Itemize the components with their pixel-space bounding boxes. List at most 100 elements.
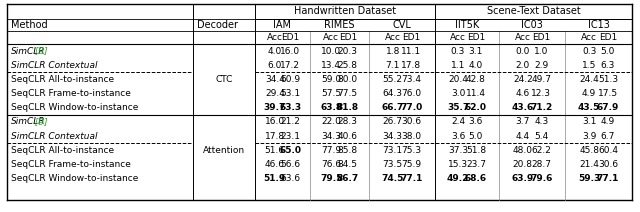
- Text: 77.1: 77.1: [400, 174, 422, 183]
- Text: 86.7: 86.7: [337, 174, 359, 183]
- Text: 0.0: 0.0: [516, 47, 530, 56]
- Text: 49.2: 49.2: [447, 174, 469, 183]
- Text: 74.5: 74.5: [381, 174, 404, 183]
- Text: Acc: Acc: [450, 33, 466, 42]
- Text: 11.1: 11.1: [401, 47, 421, 56]
- Text: 4.6: 4.6: [516, 89, 530, 98]
- Text: ED1: ED1: [281, 33, 300, 42]
- Text: 48.0: 48.0: [513, 146, 532, 155]
- Text: 17.2: 17.2: [280, 61, 300, 70]
- Text: SeqCLR All-to-instance: SeqCLR All-to-instance: [11, 75, 114, 84]
- Text: 4.0: 4.0: [268, 47, 282, 56]
- Text: 12.3: 12.3: [531, 89, 551, 98]
- Text: 63.3: 63.3: [279, 103, 301, 112]
- Text: 75.3: 75.3: [401, 146, 421, 155]
- Text: [9]: [9]: [32, 47, 48, 56]
- Text: 17.5: 17.5: [598, 89, 618, 98]
- Text: CVL: CVL: [392, 20, 412, 30]
- Text: 4.3: 4.3: [534, 117, 548, 127]
- Text: 24.4: 24.4: [579, 75, 599, 84]
- Text: 6.3: 6.3: [601, 61, 615, 70]
- Text: 1.8: 1.8: [385, 47, 400, 56]
- Text: ED1: ED1: [467, 33, 485, 42]
- Text: 73.1: 73.1: [383, 146, 403, 155]
- Text: Handwritten Dataset: Handwritten Dataset: [294, 7, 396, 17]
- Text: 42.8: 42.8: [466, 75, 486, 84]
- Text: 75.9: 75.9: [401, 160, 421, 169]
- Text: RIMES: RIMES: [324, 20, 355, 30]
- Text: CTC: CTC: [215, 75, 233, 84]
- Text: 3.1: 3.1: [582, 117, 596, 127]
- Text: 43.6: 43.6: [511, 103, 534, 112]
- Text: 24.2: 24.2: [513, 75, 532, 84]
- Text: 21.4: 21.4: [579, 160, 599, 169]
- Text: SeqCLR Window-to-instance: SeqCLR Window-to-instance: [11, 103, 138, 112]
- Text: 62.0: 62.0: [465, 103, 487, 112]
- Text: 11.4: 11.4: [466, 89, 486, 98]
- Text: 55.2: 55.2: [383, 75, 403, 84]
- Text: 68.6: 68.6: [465, 174, 487, 183]
- Text: 76.0: 76.0: [401, 89, 421, 98]
- Text: 43.5: 43.5: [578, 103, 600, 112]
- Text: 1.1: 1.1: [451, 61, 465, 70]
- Text: 71.2: 71.2: [530, 103, 552, 112]
- Text: 2.4: 2.4: [451, 117, 465, 127]
- Text: SimCLR Contextual: SimCLR Contextual: [11, 132, 97, 141]
- Text: 37.3: 37.3: [448, 146, 468, 155]
- Text: 5.4: 5.4: [534, 132, 548, 141]
- Text: ED1: ED1: [599, 33, 617, 42]
- Text: 84.5: 84.5: [338, 160, 358, 169]
- Text: 16.0: 16.0: [265, 117, 285, 127]
- Text: 77.0: 77.0: [400, 103, 422, 112]
- Text: Attention: Attention: [203, 146, 245, 155]
- Text: 22.0: 22.0: [321, 117, 341, 127]
- Text: 53.1: 53.1: [280, 89, 300, 98]
- Text: 38.0: 38.0: [401, 132, 421, 141]
- Text: 51.8: 51.8: [466, 146, 486, 155]
- Text: 77.5: 77.5: [338, 89, 358, 98]
- Text: SimCLR: SimCLR: [11, 47, 45, 56]
- Text: 3.7: 3.7: [516, 117, 530, 127]
- Text: ED1: ED1: [339, 33, 357, 42]
- Text: 16.0: 16.0: [280, 47, 300, 56]
- Text: 49.7: 49.7: [531, 75, 551, 84]
- Text: 3.9: 3.9: [582, 132, 596, 141]
- Text: 6.0: 6.0: [268, 61, 282, 70]
- Text: ED1: ED1: [402, 33, 420, 42]
- Text: 77.9: 77.9: [321, 146, 341, 155]
- Text: Acc: Acc: [581, 33, 597, 42]
- Text: 15.3: 15.3: [448, 160, 468, 169]
- Text: 56.6: 56.6: [280, 160, 300, 169]
- Text: 63.9: 63.9: [511, 174, 534, 183]
- Text: 73.4: 73.4: [401, 75, 421, 84]
- Text: IAM: IAM: [273, 20, 291, 30]
- Text: 4.9: 4.9: [582, 89, 596, 98]
- Text: 1.0: 1.0: [534, 47, 548, 56]
- Text: 3.1: 3.1: [468, 47, 483, 56]
- Text: 51.3: 51.3: [598, 75, 618, 84]
- Text: Acc: Acc: [267, 33, 283, 42]
- Text: 79.6: 79.6: [530, 174, 552, 183]
- Text: 63.6: 63.6: [280, 174, 300, 183]
- Text: 34.4: 34.4: [265, 75, 285, 84]
- Text: SimCLR Contextual: SimCLR Contextual: [11, 61, 97, 70]
- Text: SeqCLR Frame-to-instance: SeqCLR Frame-to-instance: [11, 89, 131, 98]
- Text: 30.6: 30.6: [598, 160, 618, 169]
- Text: 79.5: 79.5: [320, 174, 342, 183]
- Text: Decoder: Decoder: [197, 20, 238, 30]
- Text: IIT5K: IIT5K: [455, 20, 479, 30]
- Text: 57.5: 57.5: [321, 89, 341, 98]
- Text: 23.1: 23.1: [280, 132, 300, 141]
- Text: Acc: Acc: [385, 33, 401, 42]
- Text: 3.0: 3.0: [451, 89, 465, 98]
- Text: 60.4: 60.4: [598, 146, 618, 155]
- Text: 0.3: 0.3: [451, 47, 465, 56]
- Text: 34.3: 34.3: [321, 132, 341, 141]
- Text: 17.8: 17.8: [401, 61, 421, 70]
- Text: 67.9: 67.9: [596, 103, 619, 112]
- Text: 3.6: 3.6: [451, 132, 465, 141]
- Text: Acc: Acc: [323, 33, 339, 42]
- Text: 17.8: 17.8: [265, 132, 285, 141]
- Text: 45.8: 45.8: [579, 146, 599, 155]
- Text: 6.7: 6.7: [601, 132, 615, 141]
